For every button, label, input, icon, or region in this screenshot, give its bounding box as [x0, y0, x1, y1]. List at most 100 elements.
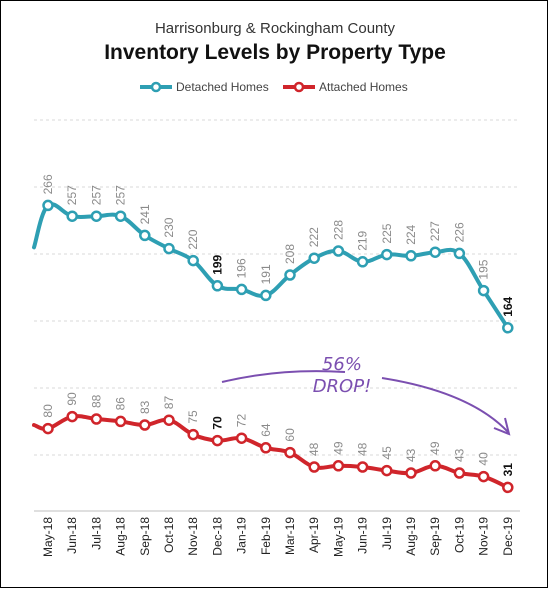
data-point-attached	[308, 461, 320, 473]
data-point-attached	[356, 461, 369, 473]
data-point-attached	[284, 446, 296, 459]
data-point-detached	[42, 199, 54, 212]
x-tick-label: Nov-19	[477, 517, 491, 556]
data-label-attached: 40	[477, 452, 491, 466]
x-tick-label: Dec-19	[501, 517, 515, 556]
data-point-detached	[356, 256, 369, 268]
drop-annotation: 56% DROP!	[221, 354, 511, 436]
data-point-attached	[163, 414, 175, 426]
chart-subtitle: Harrisonburg & Rockingham County	[155, 20, 396, 37]
chart-title: Inventory Levels by Property Type	[104, 41, 446, 64]
annotation-line-2: DROP!	[313, 376, 372, 397]
data-label-attached: 48	[307, 442, 321, 456]
annotation-arrow-left	[221, 370, 346, 383]
data-point-detached	[235, 283, 248, 296]
x-tick-label: Jul-18	[89, 517, 103, 550]
data-label-attached: 88	[89, 394, 103, 408]
data-label-attached: 64	[259, 423, 273, 437]
gridlines	[34, 119, 520, 456]
x-tick-label: May-19	[331, 517, 345, 557]
x-tick-label: Apr-19	[307, 517, 321, 553]
data-point-attached	[114, 415, 127, 428]
data-label-detached: 219	[356, 230, 370, 250]
data-point-detached	[260, 289, 272, 302]
x-tick-label: May-18	[41, 517, 55, 557]
data-label-attached: 75	[186, 410, 200, 424]
legend-detached-marker	[150, 81, 162, 93]
x-tick-label: Jan-19	[235, 517, 249, 554]
data-point-detached	[284, 269, 296, 281]
data-label-detached: 164	[501, 296, 515, 316]
data-label-detached: 228	[331, 220, 345, 240]
data-point-detached	[381, 248, 393, 261]
legend-attached-label: Attached Homes	[319, 80, 408, 94]
series-layer	[32, 199, 514, 494]
x-tick-label: Sep-19	[428, 517, 442, 556]
data-point-detached	[453, 247, 466, 260]
data-label-detached: 222	[307, 227, 321, 247]
data-point-detached	[163, 242, 175, 255]
data-point-detached	[429, 246, 441, 258]
data-label-attached: 49	[428, 441, 442, 455]
x-tick-label: Oct-19	[452, 517, 466, 553]
x-tick-label: Aug-19	[404, 517, 418, 556]
data-point-attached	[381, 464, 393, 477]
x-tick-label: Dec-18	[210, 517, 224, 556]
data-point-detached	[477, 284, 490, 297]
data-label-detached: 241	[138, 204, 152, 224]
data-point-attached	[453, 467, 466, 479]
data-label-attached: 31	[501, 463, 515, 477]
x-tick-label: Nov-18	[186, 517, 200, 556]
annotation-arrowhead	[493, 417, 511, 436]
data-label-attached: 48	[356, 442, 370, 456]
data-point-attached	[235, 432, 248, 444]
data-point-attached	[139, 419, 151, 431]
x-tick-label: Aug-18	[114, 517, 128, 556]
x-tick-label: Sep-18	[138, 517, 152, 556]
data-label-attached: 45	[380, 446, 394, 460]
data-point-attached	[405, 467, 417, 479]
data-point-detached	[90, 210, 103, 222]
data-point-detached	[332, 245, 345, 257]
data-point-detached	[405, 250, 417, 262]
data-label-attached: 87	[162, 396, 176, 410]
x-tick-label: Jun-19	[356, 517, 370, 554]
data-label-detached: 230	[162, 217, 176, 237]
data-label-attached: 49	[331, 441, 345, 455]
data-label-detached: 225	[380, 223, 394, 243]
data-label-attached: 60	[283, 428, 297, 442]
data-point-attached	[42, 422, 54, 435]
data-label-detached: 266	[41, 174, 55, 194]
data-label-detached: 257	[114, 185, 128, 205]
data-label-detached: 226	[452, 222, 466, 242]
data-label-attached: 72	[235, 414, 249, 428]
data-label-attached: 70	[210, 416, 224, 430]
data-label-attached: 86	[114, 397, 128, 411]
data-point-detached	[502, 322, 514, 334]
data-label-detached: 199	[210, 254, 224, 274]
data-label-detached: 257	[65, 185, 79, 205]
data-label-detached: 220	[186, 229, 200, 249]
data-label-detached: 227	[428, 221, 442, 241]
data-point-detached	[139, 229, 151, 242]
data-point-attached	[477, 470, 490, 483]
data-point-attached	[90, 413, 103, 425]
data-point-detached	[187, 254, 199, 267]
data-labels: 266 257 257 257 241 230 220 199 196 191 208 222 228 2…	[41, 174, 515, 476]
x-tick-label: Oct-18	[162, 517, 176, 553]
data-label-attached: 43	[452, 448, 466, 462]
data-point-attached	[260, 442, 272, 454]
data-point-attached	[211, 434, 224, 447]
legend-detached-label: Detached Homes	[176, 80, 269, 94]
legend: Detached Homes Attached Homes	[140, 80, 408, 94]
data-point-attached	[502, 481, 514, 494]
data-point-attached	[187, 428, 199, 441]
x-tick-label: Jul-19	[380, 517, 394, 550]
data-label-attached: 43	[404, 448, 418, 462]
data-label-attached: 83	[138, 400, 152, 414]
data-label-detached: 257	[89, 185, 103, 205]
data-point-attached	[429, 460, 441, 472]
x-tick-label: Mar-19	[283, 517, 297, 555]
